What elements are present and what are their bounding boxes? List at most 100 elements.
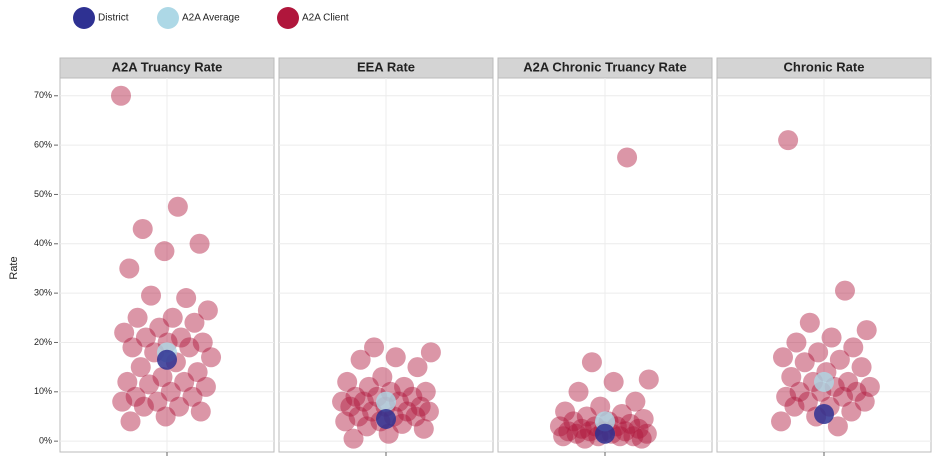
point: [615, 421, 636, 442]
point: [566, 423, 587, 444]
point: [201, 347, 222, 368]
point: [345, 386, 366, 407]
district-point: [157, 349, 177, 370]
point: [332, 391, 353, 412]
point: [155, 406, 176, 427]
point: [114, 322, 135, 343]
point: [859, 376, 880, 397]
point: [633, 408, 654, 429]
legend-marker: [73, 7, 95, 29]
legend-label: District: [98, 13, 129, 24]
point: [776, 386, 797, 407]
point: [821, 327, 842, 348]
average-point: [376, 391, 396, 412]
point: [112, 391, 133, 412]
district-point: [376, 408, 396, 429]
y-tick-label: 70%: [34, 90, 52, 100]
point: [160, 381, 181, 402]
point: [808, 342, 829, 363]
point: [139, 374, 160, 395]
point: [834, 280, 855, 301]
point: [132, 218, 153, 239]
point: [162, 307, 183, 328]
point: [636, 423, 657, 444]
point: [372, 367, 393, 388]
point: [149, 317, 170, 338]
point: [394, 376, 415, 397]
point: [397, 401, 418, 422]
point: [122, 337, 143, 358]
point: [555, 401, 576, 422]
legend-label: A2A Average: [182, 13, 240, 24]
district-point: [814, 404, 834, 425]
point: [385, 347, 406, 368]
point: [827, 416, 848, 437]
point: [571, 418, 592, 439]
point: [410, 396, 431, 417]
point: [620, 413, 641, 434]
legend-marker: [277, 7, 299, 29]
point: [841, 401, 862, 422]
point: [184, 312, 205, 333]
point: [340, 396, 361, 417]
point: [638, 369, 659, 390]
point: [829, 349, 850, 370]
point: [420, 342, 441, 363]
point: [833, 386, 854, 407]
point: [778, 130, 799, 151]
y-axis-label: Rate: [8, 256, 20, 279]
y-tick-label: 10%: [34, 386, 52, 396]
y-tick-label: 20%: [34, 337, 52, 347]
point: [576, 406, 597, 427]
facet-title: A2A Chronic Truancy Rate: [523, 59, 687, 74]
point: [190, 401, 211, 422]
point: [119, 258, 140, 279]
point: [135, 327, 156, 348]
point: [335, 411, 356, 432]
y-tick-label: 0%: [39, 436, 52, 446]
point: [364, 337, 385, 358]
point: [418, 401, 439, 422]
point: [356, 416, 377, 437]
point: [611, 404, 632, 425]
point: [120, 411, 141, 432]
point: [623, 426, 644, 447]
point: [337, 371, 358, 392]
point: [843, 337, 864, 358]
point: [794, 352, 815, 373]
point: [402, 386, 423, 407]
point: [169, 396, 190, 417]
point: [125, 386, 146, 407]
point: [353, 391, 374, 412]
point: [343, 428, 364, 449]
point: [182, 386, 203, 407]
point: [407, 357, 428, 378]
point: [154, 241, 175, 262]
point: [625, 391, 646, 412]
point: [563, 411, 584, 432]
point: [789, 381, 810, 402]
point: [152, 367, 173, 388]
y-tick-label: 30%: [34, 287, 52, 297]
legend-label: A2A Client: [302, 13, 349, 24]
point: [786, 332, 807, 353]
point: [553, 426, 574, 447]
point: [549, 416, 570, 437]
point: [127, 307, 148, 328]
point: [189, 233, 210, 254]
point: [603, 371, 624, 392]
point: [187, 362, 208, 383]
point: [348, 406, 369, 427]
point: [413, 418, 434, 439]
point: [415, 381, 436, 402]
point: [609, 426, 630, 447]
point: [176, 288, 197, 309]
point: [784, 396, 805, 417]
y-tick-label: 50%: [34, 189, 52, 199]
average-point: [814, 371, 834, 392]
y-tick-label: 60%: [34, 139, 52, 149]
y-tick-label: 40%: [34, 238, 52, 248]
point: [195, 376, 216, 397]
point: [851, 357, 872, 378]
